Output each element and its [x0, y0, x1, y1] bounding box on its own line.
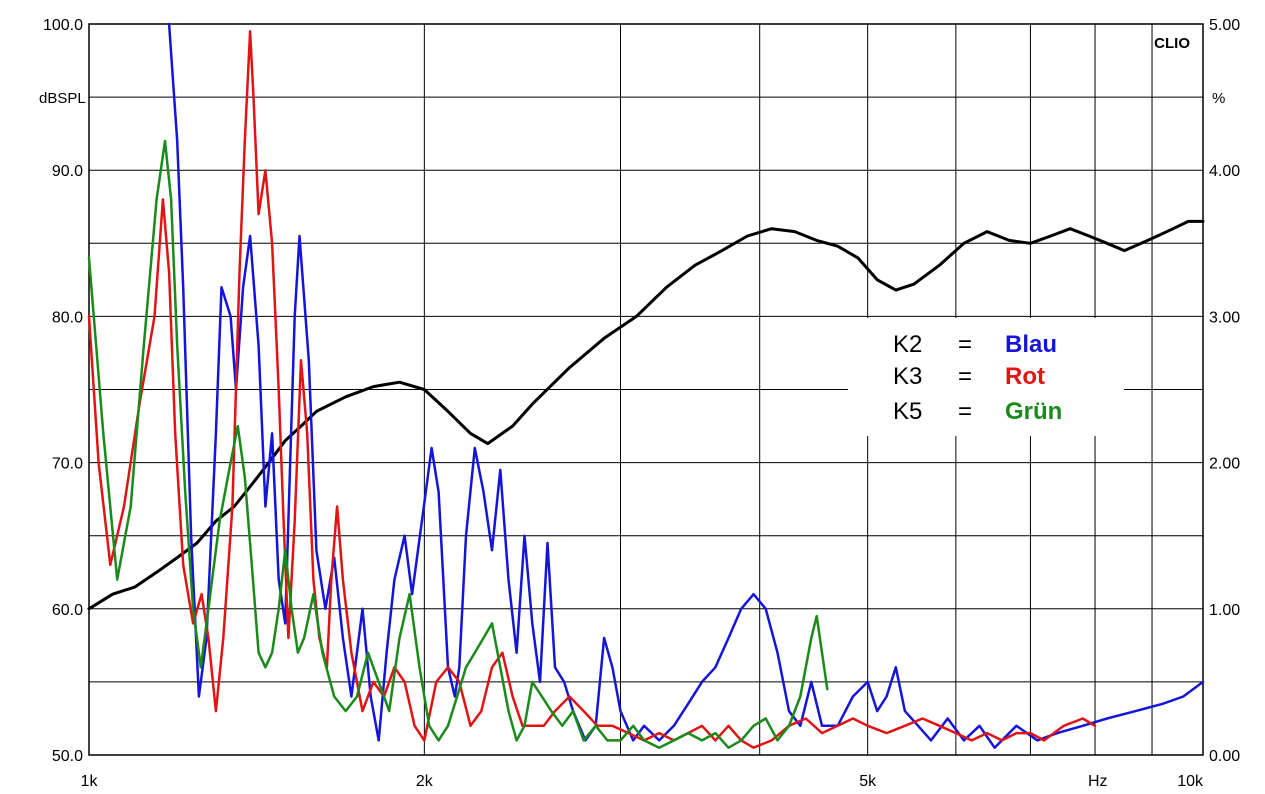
right-axis-unit: %	[1212, 90, 1225, 107]
legend-k5-key: K5	[893, 398, 922, 425]
legend-k5-eq: =	[958, 398, 972, 425]
right-tick-label: 4.00	[1209, 163, 1240, 180]
legend-k3-label: Rot	[1005, 363, 1045, 390]
left-tick-label: 90.0	[52, 163, 83, 180]
left-tick-label: 50.0	[52, 748, 83, 765]
left-axis-ticks: 100.0 90.0 80.0 70.0 60.0 50.0	[43, 17, 83, 765]
k2-curve	[167, 22, 1205, 749]
x-tick-label: 1k	[81, 773, 99, 790]
legend-k2-key: K2	[893, 331, 922, 358]
legend-row-k5: K5 = Grün	[893, 398, 1062, 425]
right-tick-label: 3.00	[1209, 309, 1240, 326]
legend-row-k3: K3 = Rot	[893, 363, 1045, 390]
left-tick-label: 80.0	[52, 309, 83, 326]
x-axis-ticks: 1k 2k 5k 10k	[81, 773, 1204, 790]
legend-k3-eq: =	[958, 363, 972, 390]
right-tick-label: 5.00	[1209, 17, 1240, 34]
right-tick-label: 1.00	[1209, 602, 1240, 619]
left-axis-unit: dBSPL	[39, 90, 86, 107]
legend-k2-eq: =	[958, 331, 972, 358]
legend-k2-label: Blau	[1005, 331, 1057, 358]
right-tick-label: 2.00	[1209, 456, 1240, 473]
x-tick-label: 5k	[859, 773, 877, 790]
legend-k5-label: Grün	[1005, 398, 1062, 425]
legend-row-k2: K2 = Blau	[893, 331, 1057, 358]
x-tick-label: 2k	[416, 773, 434, 790]
x-tick-label: 10k	[1177, 773, 1204, 790]
legend-box	[848, 318, 1124, 436]
left-tick-label: 70.0	[52, 456, 83, 473]
right-axis-ticks: 5.00 4.00 3.00 2.00 1.00 0.00	[1209, 17, 1240, 765]
left-tick-label: 60.0	[52, 602, 83, 619]
clio-brand: CLIO	[1154, 35, 1190, 52]
right-tick-label: 0.00	[1209, 748, 1240, 765]
series-layer	[87, 22, 1205, 749]
left-tick-label: 100.0	[43, 17, 83, 34]
k3-curve	[87, 30, 1097, 749]
k5-curve	[87, 139, 829, 749]
spl-curve	[87, 219, 1205, 611]
legend-k3-key: K3	[893, 363, 922, 390]
x-axis-unit: Hz	[1088, 773, 1108, 790]
